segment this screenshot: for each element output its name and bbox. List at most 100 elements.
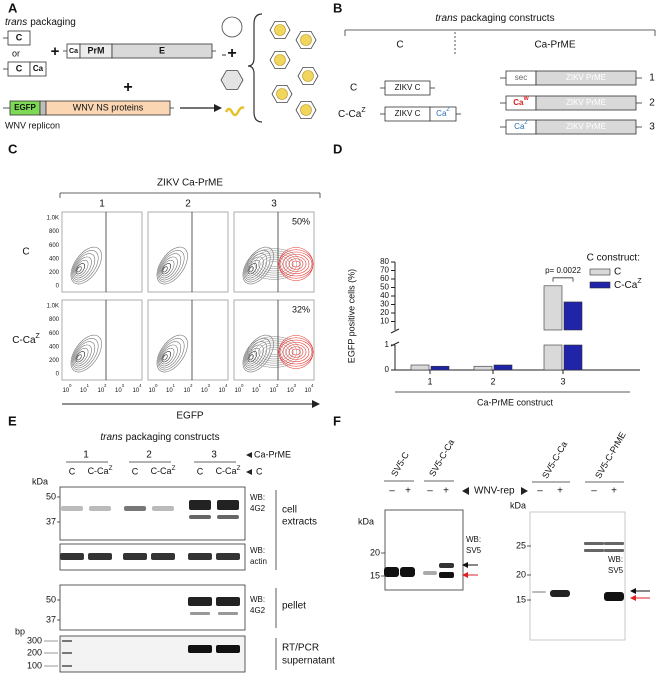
label: ZIKV C [395, 109, 421, 118]
label: 800 [49, 229, 60, 235]
text-main: 10 [234, 388, 241, 394]
text: packaging constructs [461, 13, 555, 24]
label: 101 [80, 383, 90, 393]
y-tick-label: 60 [380, 274, 389, 283]
legend-title: C construct: [587, 253, 640, 264]
label: WB: [608, 555, 623, 564]
y-tick-label: 1 [385, 340, 390, 349]
bar [543, 344, 563, 371]
legend-label: C [614, 267, 621, 278]
band [439, 563, 454, 568]
label: 800 [49, 317, 60, 323]
band [188, 645, 212, 653]
label: C [256, 466, 263, 476]
text-main: C-Ca [614, 280, 638, 291]
contour [159, 344, 178, 367]
superscript: 1 [87, 383, 90, 388]
contour-positive [282, 341, 310, 363]
panel-label: A [8, 0, 18, 15]
band [89, 506, 111, 511]
arrowhead [462, 487, 469, 495]
label: RT/PCR [282, 643, 319, 654]
label: 101 [252, 383, 262, 393]
contour [245, 344, 264, 367]
virion-core [302, 70, 314, 82]
contour-positive [278, 335, 314, 369]
arrowhead [630, 588, 636, 594]
band [439, 572, 454, 578]
lane-header: SV5-C-Ca [427, 438, 456, 479]
superscript: Z [361, 107, 366, 114]
text-main: 10 [269, 388, 276, 394]
label: 50 [46, 491, 56, 501]
label: 600 [49, 243, 60, 249]
bar [563, 344, 583, 371]
arrowhead [214, 104, 222, 112]
label: – [537, 486, 543, 497]
label: 37 [46, 516, 56, 526]
axis-break [390, 328, 400, 334]
contour [161, 263, 172, 275]
label: Ca-PrME [254, 449, 291, 459]
contour [160, 347, 175, 365]
lane-header: SV5-C-Ca [540, 440, 569, 481]
band [532, 591, 546, 593]
contour [158, 341, 182, 369]
label: 37 [46, 614, 56, 624]
label: + [405, 486, 411, 497]
bar [410, 364, 430, 371]
label: 1 [649, 73, 655, 84]
label: 4G2 [250, 606, 266, 615]
text-main: C-Ca [216, 466, 237, 476]
band [188, 597, 212, 606]
contour [254, 340, 294, 364]
band [152, 506, 174, 511]
superscript: Z [524, 120, 528, 126]
superscript: Z [637, 278, 642, 285]
contour [250, 338, 298, 366]
contour [74, 347, 89, 365]
label: 50% [292, 216, 310, 226]
contour [246, 259, 261, 277]
contour [247, 336, 301, 368]
label: WB: [250, 595, 265, 604]
superscript: 2 [104, 383, 107, 388]
superscript: W [523, 96, 529, 102]
bar [493, 364, 513, 371]
contour [265, 346, 283, 358]
band [217, 515, 239, 519]
text-main: Ca [436, 109, 447, 118]
contour [158, 253, 182, 281]
text-main: 10 [183, 388, 190, 394]
text: packaging [30, 17, 76, 28]
label: Ca-PrME [534, 40, 575, 51]
label: WNV replicon [5, 120, 60, 130]
text-main: 10 [304, 388, 311, 394]
text-main: C-Ca [12, 335, 36, 346]
label: supernatant [282, 656, 335, 667]
band [400, 567, 415, 577]
contour-positive [279, 339, 313, 365]
x-axis-label: Ca-PrME construct [477, 397, 554, 407]
superscript: Z [36, 333, 41, 340]
label: 3 [649, 122, 655, 133]
envelope-icon [220, 70, 244, 90]
superscript: Z [172, 465, 176, 472]
text-main: C-Ca [151, 466, 172, 476]
label: 15 [516, 594, 526, 604]
superscript: 0 [69, 383, 72, 388]
contour [73, 256, 92, 279]
contour [250, 250, 298, 278]
blot [529, 511, 626, 641]
contour [72, 253, 96, 281]
label: WB: [250, 546, 265, 555]
superscript: 0 [155, 383, 158, 388]
label: 20 [516, 569, 526, 579]
y-tick-label: 70 [380, 266, 389, 275]
text-main: 10 [80, 388, 87, 394]
label: C-CaZ [12, 333, 40, 346]
label: 1 [99, 199, 105, 210]
label: 2 [649, 98, 655, 109]
contour [248, 354, 254, 361]
